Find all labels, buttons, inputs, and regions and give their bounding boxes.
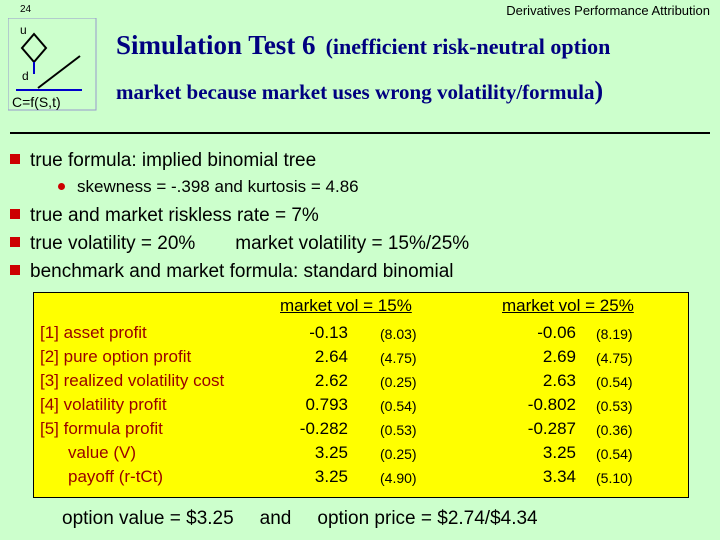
table-value-vol25: 2.63 bbox=[542, 371, 576, 390]
table-se-vol25: (0.54) bbox=[596, 374, 633, 390]
table-value-vol25: -0.287 bbox=[527, 419, 576, 438]
table-se-vol25: (4.75) bbox=[596, 350, 633, 366]
sub-bullet-skew-kurt: skewness = -.398 and kurtosis = 4.86 bbox=[58, 177, 359, 197]
results-table bbox=[33, 292, 689, 498]
table-se-vol25: (0.54) bbox=[596, 446, 633, 462]
table-value-vol15: -0.13 bbox=[309, 323, 348, 342]
table-row-label: [3] realized volatility cost bbox=[40, 371, 225, 390]
course-title: Derivatives Performance Attribution bbox=[506, 3, 710, 18]
footer-option-value: option value = $3.25 bbox=[62, 508, 234, 529]
table-value-vol15: 3.25 bbox=[314, 467, 348, 486]
table-se-vol25: (5.10) bbox=[596, 470, 633, 486]
col-header-vol25: market vol = 25% bbox=[502, 296, 634, 315]
footer-summary: option value = $3.25 and option price = $2… bbox=[62, 508, 564, 530]
table-se-vol15: (0.53) bbox=[380, 422, 417, 438]
slide-title-paren-close: ) bbox=[594, 76, 604, 105]
logo-lower-label: d bbox=[22, 69, 29, 83]
table-row-label: [4] volatility profit bbox=[40, 395, 167, 414]
table-row-label: [1] asset profit bbox=[40, 323, 147, 342]
table-value-vol15: 0.793 bbox=[305, 395, 348, 414]
square-bullet-icon bbox=[10, 236, 20, 247]
slide-title-line1: Simulation Test 6 (inefficient risk-neutr… bbox=[116, 30, 610, 61]
table-value-vol15: 2.62 bbox=[314, 371, 348, 390]
title-divider bbox=[10, 132, 710, 134]
table-value-vol25: 2.69 bbox=[542, 347, 576, 366]
slide-title-paren-open: (inefficient risk-neutral option bbox=[325, 34, 611, 59]
binomial-tree-logo-icon: u d bbox=[8, 18, 97, 111]
bullet-volatility: true volatility = 20% market volatility =… bbox=[10, 233, 469, 255]
table-se-vol25: (8.19) bbox=[596, 326, 633, 342]
square-bullet-icon bbox=[10, 208, 20, 219]
bullet-riskless-rate: true and market riskless rate = 7% bbox=[10, 205, 319, 227]
table-value-vol15: 2.64 bbox=[314, 347, 348, 366]
square-bullet-icon bbox=[10, 153, 20, 164]
table-value-vol25: 3.34 bbox=[542, 467, 576, 486]
table-se-vol15: (0.54) bbox=[380, 398, 417, 414]
table-value-vol25: 3.25 bbox=[542, 443, 576, 462]
table-row-label: value (V) bbox=[68, 443, 137, 462]
table-se-vol15: (0.25) bbox=[380, 446, 417, 462]
table-row-label: [5] formula profit bbox=[40, 419, 163, 438]
table-se-vol25: (0.36) bbox=[596, 422, 633, 438]
square-bullet-icon bbox=[10, 264, 20, 275]
table-se-vol15: (0.25) bbox=[380, 374, 417, 390]
table-se-vol15: (4.90) bbox=[380, 470, 417, 486]
page-number: 24 bbox=[20, 4, 32, 15]
table-row-label: payoff (r-tCt) bbox=[68, 467, 164, 486]
table-se-vol15: (8.03) bbox=[380, 326, 417, 342]
table-value-vol25: -0.06 bbox=[537, 323, 576, 342]
table-se-vol25: (0.53) bbox=[596, 398, 633, 414]
footer-option-price: option price = $2.74/$4.34 bbox=[317, 508, 538, 529]
logo-formula: C=f(S,t) bbox=[12, 94, 61, 110]
dot-bullet-icon bbox=[58, 183, 65, 191]
table-value-vol25: -0.802 bbox=[527, 395, 576, 414]
bullet-benchmark-formula: benchmark and market formula: standard b… bbox=[10, 261, 453, 283]
logo-upper-label: u bbox=[20, 23, 27, 37]
footer-and: and bbox=[259, 508, 292, 529]
slide-title-line2-text: market because market uses wrong volatil… bbox=[116, 80, 595, 104]
slide-title-main: Simulation Test 6 bbox=[116, 30, 316, 60]
slide-title-line2: market because market uses wrong volatil… bbox=[116, 76, 603, 106]
table-se-vol15: (4.75) bbox=[380, 350, 417, 366]
col-header-vol15: market vol = 15% bbox=[280, 296, 412, 315]
table-row-label: [2] pure option profit bbox=[40, 347, 192, 366]
table-value-vol15: 3.25 bbox=[314, 443, 348, 462]
bullet-true-formula: true formula: implied binomial tree bbox=[10, 150, 316, 172]
table-value-vol15: -0.282 bbox=[299, 419, 348, 438]
